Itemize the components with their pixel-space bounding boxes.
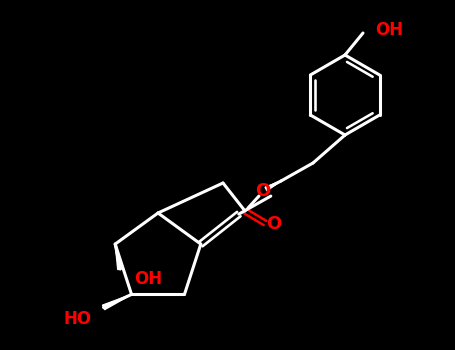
Text: O: O — [266, 215, 282, 233]
Text: OH: OH — [134, 270, 162, 288]
Text: HO: HO — [63, 310, 91, 328]
Polygon shape — [102, 294, 131, 310]
Text: O: O — [255, 182, 271, 200]
Polygon shape — [265, 181, 281, 191]
Text: OH: OH — [375, 21, 403, 39]
Polygon shape — [115, 244, 123, 270]
